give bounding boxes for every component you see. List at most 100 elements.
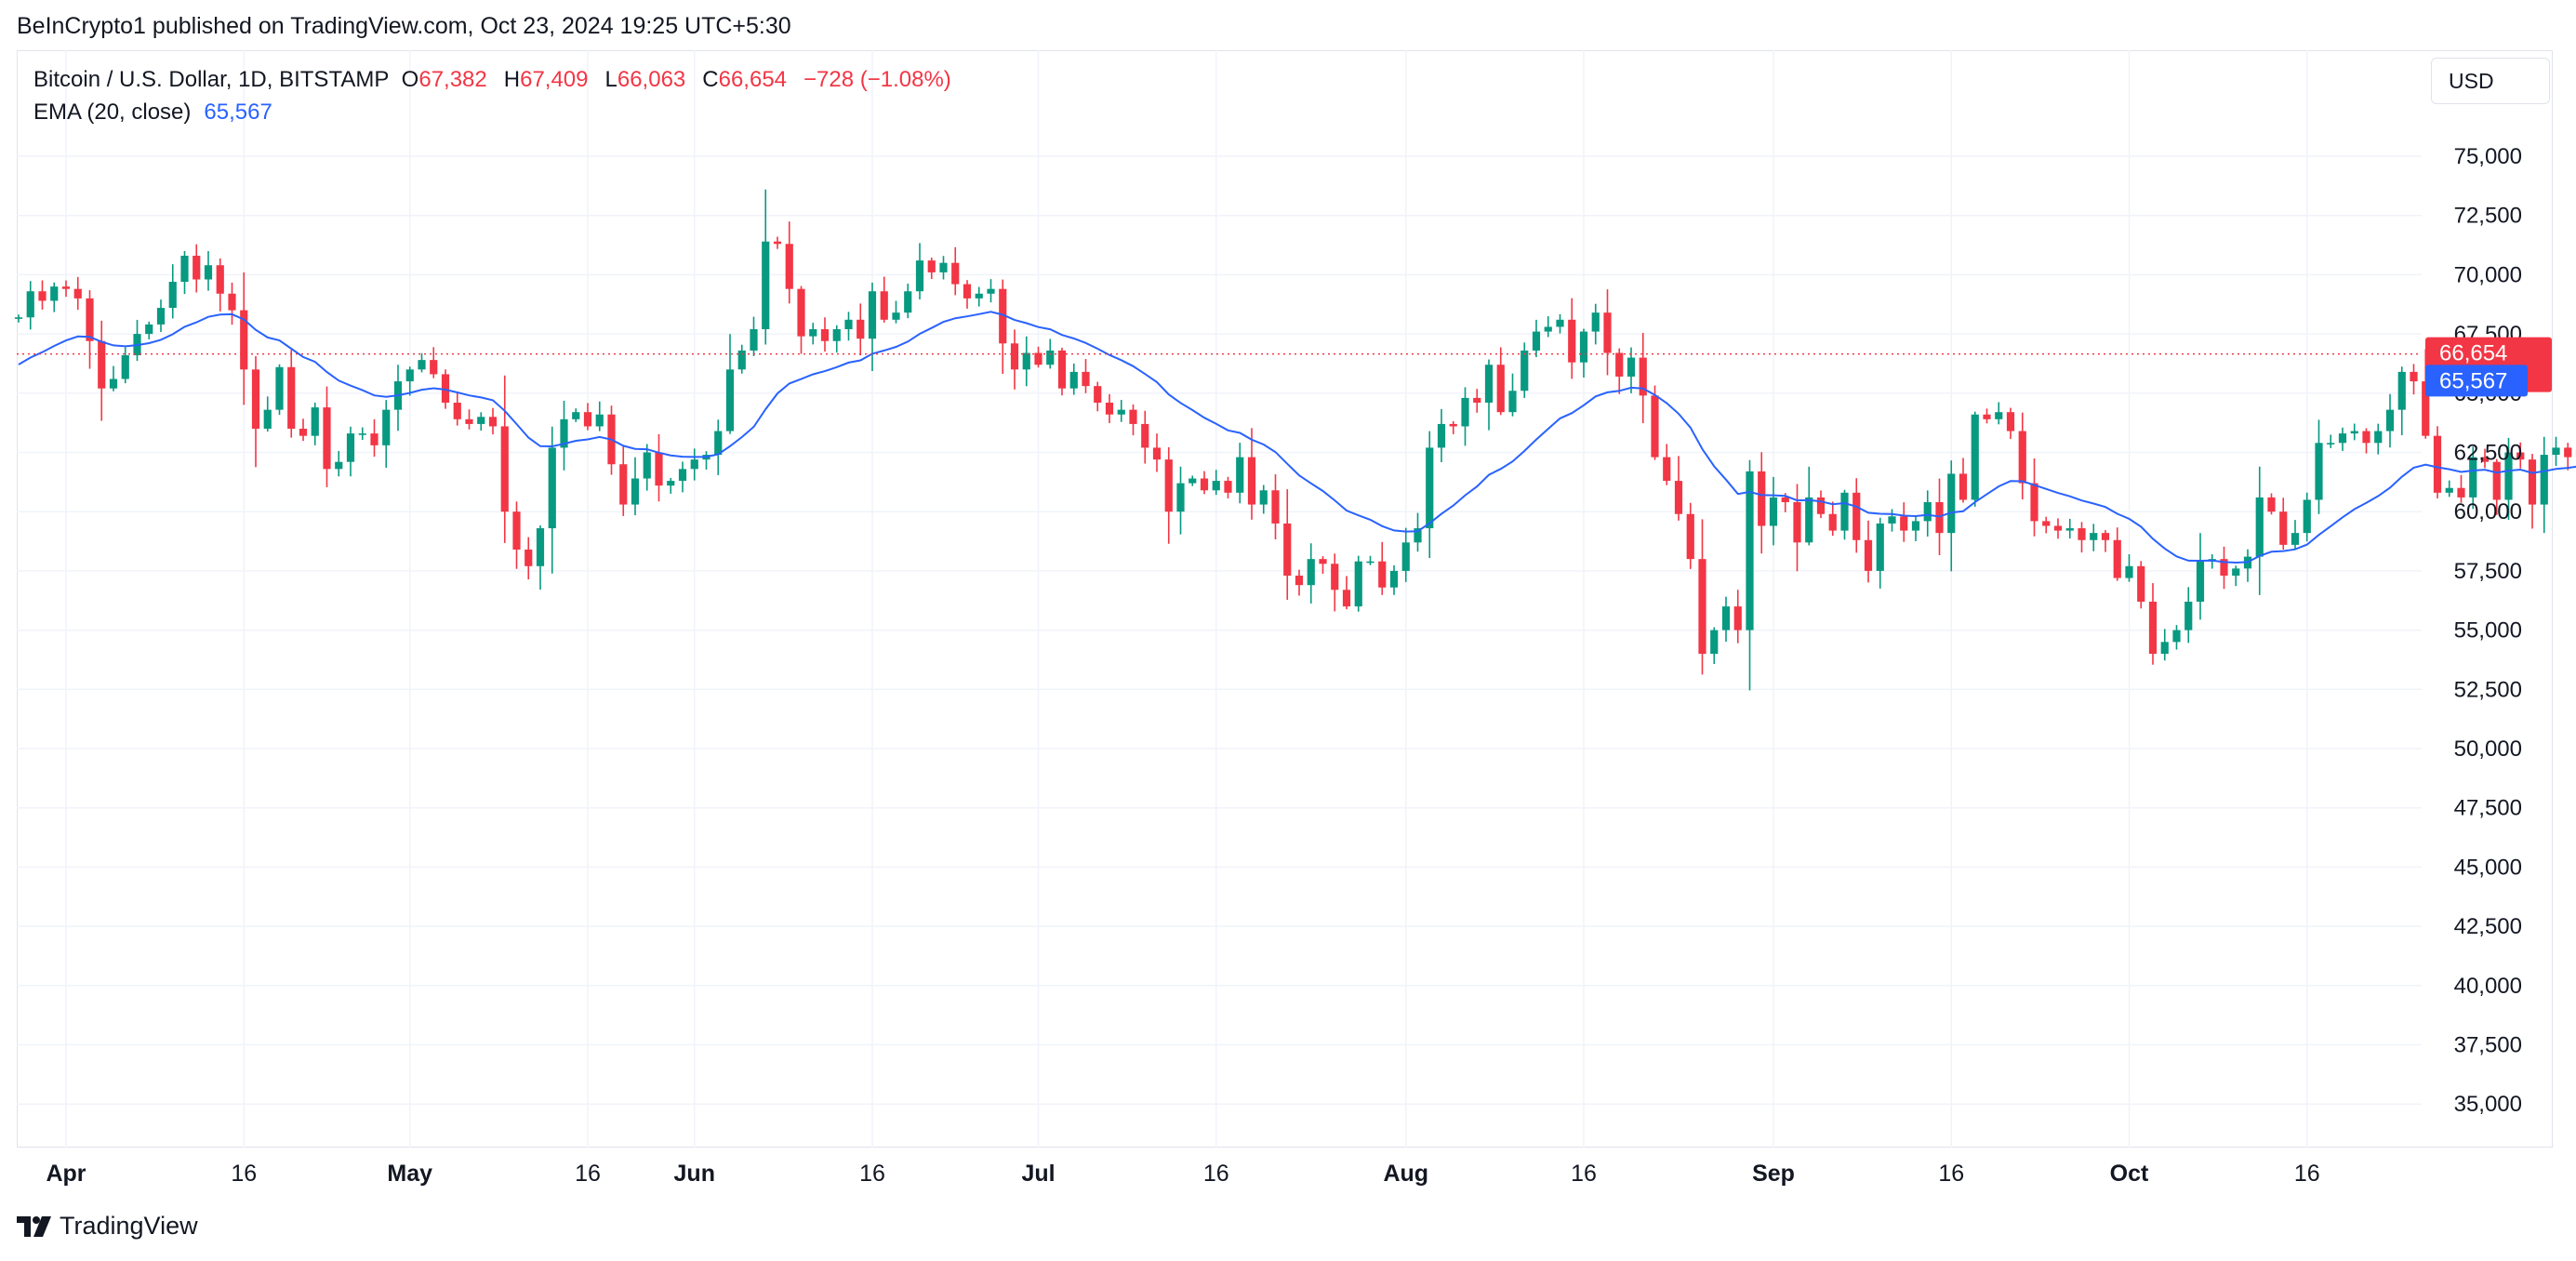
candle-body: [2137, 565, 2145, 603]
candle-body: [2065, 528, 2074, 531]
candle-body: [2184, 602, 2193, 630]
candle-body: [1651, 395, 1659, 458]
candle-body: [1307, 559, 1315, 586]
candle-body: [1923, 502, 1932, 522]
candle-body: [1200, 478, 1209, 491]
candle-body: [38, 291, 46, 301]
candle-body: [1781, 497, 1789, 503]
x-tick-label: 16: [231, 1161, 257, 1187]
open-label: O: [401, 67, 419, 92]
candle-body: [631, 478, 640, 505]
candle-body: [287, 366, 296, 430]
candle-body: [1983, 414, 1991, 419]
candle-body: [382, 409, 391, 445]
candle-body: [714, 431, 723, 456]
y-tick-label: 70,000: [2454, 262, 2522, 287]
candle-body: [1840, 492, 1849, 531]
candle-body: [430, 360, 438, 375]
close-value: 66,654: [718, 67, 788, 92]
candle-body: [335, 461, 343, 470]
candle-body: [2552, 447, 2560, 456]
candle-body: [1615, 352, 1624, 377]
symbol-label[interactable]: Bitcoin / U.S. Dollar, 1D, BITSTAMP: [33, 67, 390, 92]
x-tick-label: Aug: [1383, 1161, 1428, 1187]
candle-body: [667, 481, 675, 486]
candle-body: [2397, 371, 2406, 410]
x-tick-label: Sep: [1752, 1161, 1795, 1187]
candle-body: [2267, 497, 2276, 512]
candle-body: [583, 412, 592, 427]
change-value: −728 (−1.08%): [803, 67, 951, 92]
candle-body: [963, 284, 972, 299]
candle-body: [1816, 497, 1826, 514]
x-tick-label: Jul: [1021, 1161, 1055, 1187]
x-tick-label: 16: [575, 1161, 601, 1187]
chart-grid: [17, 50, 2422, 1148]
candle-body: [2291, 533, 2300, 545]
candle-body: [915, 260, 924, 292]
candle-body: [1259, 490, 1268, 505]
candle-body: [1212, 481, 1220, 491]
candle-body: [50, 286, 59, 301]
candle-body: [358, 433, 366, 435]
candle-body: [1947, 473, 1956, 534]
candle-body: [1733, 606, 1742, 630]
candle-body: [323, 407, 331, 470]
low-label: L: [604, 67, 617, 92]
candle-body: [1437, 423, 1446, 448]
candle-body: [2433, 435, 2442, 493]
candle-body: [2232, 568, 2240, 576]
candle-body: [418, 360, 426, 370]
candle-body: [1082, 371, 1090, 387]
ema-label[interactable]: EMA (20, close): [33, 100, 192, 125]
candle-body: [98, 340, 106, 389]
candle-body: [1034, 352, 1042, 365]
candle-body: [939, 262, 948, 272]
candle-body: [216, 265, 224, 294]
candle-body: [1129, 409, 1137, 424]
candle-body: [643, 452, 651, 479]
candle-body: [2327, 443, 2335, 445]
candle-body: [1295, 575, 1304, 586]
candle-body: [109, 378, 118, 389]
candle-body: [180, 256, 189, 283]
candle-body: [2148, 602, 2158, 655]
candle-body: [299, 429, 308, 436]
low-value: 66,063: [617, 67, 686, 92]
candle-body: [560, 418, 568, 448]
tradingview-logo[interactable]: TradingView: [17, 1212, 198, 1241]
candle-body: [2540, 455, 2548, 505]
candle-body: [785, 244, 793, 289]
candle-body: [1378, 561, 1387, 588]
candle-body: [1532, 331, 1541, 351]
x-tick-label: May: [387, 1161, 432, 1187]
ema-series: [18, 311, 2576, 564]
tradingview-logo-icon: [17, 1215, 51, 1237]
candle-body: [453, 402, 461, 419]
candle-body: [951, 262, 960, 285]
candle-body: [1401, 542, 1410, 571]
candle-body: [2374, 431, 2383, 444]
candle-body: [690, 459, 698, 470]
candle-body: [1496, 365, 1505, 413]
currency-selector[interactable]: USD: [2431, 58, 2550, 104]
candle-body: [1758, 471, 1766, 526]
candle-body: [2410, 371, 2418, 382]
candle-body: [1876, 523, 1884, 571]
candle-body: [832, 329, 841, 341]
candle-body: [1900, 516, 1908, 531]
candle-body: [2385, 409, 2395, 431]
candle-body: [1342, 590, 1351, 607]
candle-body: [868, 291, 877, 339]
candle-body: [2338, 433, 2347, 444]
candle-body: [1046, 350, 1055, 365]
candle-body: [927, 260, 936, 272]
candle-body: [2125, 565, 2133, 578]
candle-body: [346, 433, 355, 462]
y-tick-label: 60,000: [2454, 499, 2522, 524]
candle-body: [1414, 528, 1422, 543]
candle-body: [2053, 525, 2063, 531]
candle-body: [678, 469, 687, 482]
candle-body: [512, 511, 521, 550]
